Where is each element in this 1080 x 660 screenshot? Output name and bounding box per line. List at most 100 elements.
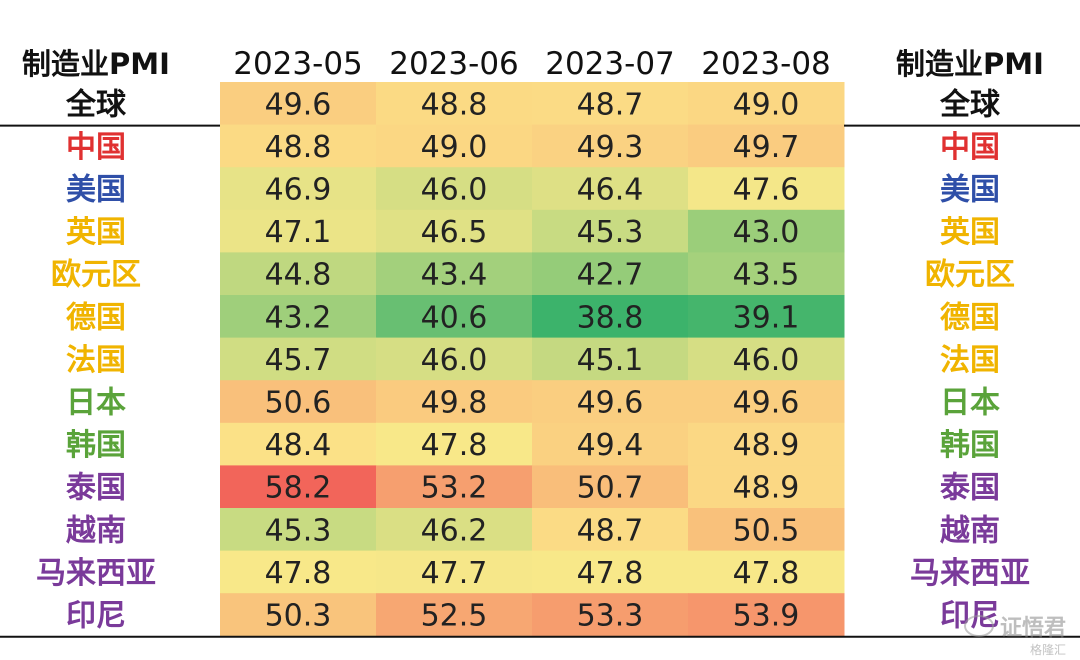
heatmap-cell [532,422,689,466]
cell-value: 45.7 [265,343,332,378]
row-label-right: 全球 [939,87,1001,122]
heatmap-cell [532,295,689,339]
heatmap-cell [688,252,845,296]
cell-value: 45.3 [265,513,332,548]
cell-value: 48.7 [577,87,644,122]
cell-value: 50.6 [265,386,332,421]
cell-value: 44.8 [265,258,332,293]
cell-value: 47.6 [733,173,800,208]
row-label-right: 英国 [940,215,1000,250]
heatmap-cell [220,124,377,168]
cell-value: 46.4 [577,173,644,208]
heatmap-cell [376,209,533,253]
heatmap-cell [220,82,377,126]
heatmap-cell [532,82,689,126]
heatmap-cell [220,167,377,211]
cell-value: 49.0 [733,87,800,122]
heatmap-cell [532,465,689,509]
cell-value: 48.8 [265,130,332,165]
period-header: 2023-06 [389,46,519,82]
heatmap-cell [688,465,845,509]
row-label-right: 美国 [940,173,1000,208]
heatmap-cell [376,550,533,594]
header-label-left: 制造业PMI [22,47,170,81]
cell-value: 46.0 [421,173,488,208]
header-label-right: 制造业PMI [896,47,1044,81]
row-label-right: 日本 [940,386,1000,421]
heatmap-cell [376,465,533,509]
heatmap-cell [376,380,533,424]
row-label-left: 英国 [66,215,126,250]
row-label-left: 泰国 [66,471,126,506]
heatmap-cell [532,508,689,552]
cell-value: 43.2 [265,300,332,335]
cell-value: 53.9 [733,599,800,634]
heatmap-cell [376,295,533,339]
cell-value: 53.3 [577,599,644,634]
cell-value: 46.9 [265,173,332,208]
heatmap-cell [376,337,533,381]
heatmap-cell [376,593,533,637]
heatmap-cell [688,508,845,552]
cell-value: 50.3 [265,599,332,634]
cell-value: 47.8 [733,556,800,591]
heatmap-cell [220,465,377,509]
cell-value: 45.3 [577,215,644,250]
cell-value: 40.6 [421,300,488,335]
cell-value: 43.5 [733,258,800,293]
cell-value: 49.6 [733,386,800,421]
cell-value: 49.3 [577,130,644,165]
heatmap-cell [532,167,689,211]
heatmap-cell [688,380,845,424]
row-label-left: 德国 [66,300,126,335]
row-label-left: 欧元区 [51,258,141,293]
heatmap-cell [532,337,689,381]
heatmap-cell [220,252,377,296]
cell-value: 46.0 [733,343,800,378]
cell-value: 48.4 [265,428,332,463]
cell-value: 48.8 [421,87,488,122]
heatmap-cell [532,550,689,594]
row-label-right: 韩国 [940,428,1000,463]
watermark-sub: 格隆汇 [1029,643,1066,657]
row-label-left: 印尼 [66,599,126,634]
period-header: 2023-08 [701,46,831,82]
row-label-right: 越南 [940,513,1000,548]
cell-value: 46.2 [421,513,488,548]
cell-value: 46.0 [421,343,488,378]
row-label-left: 韩国 [66,428,126,463]
heatmap-cell [220,508,377,552]
heatmap-cell [220,593,377,637]
heatmap-cell [376,82,533,126]
cell-value: 43.0 [733,215,800,250]
heatmap-cell [688,550,845,594]
cell-value: 49.6 [577,386,644,421]
heatmap-cell [532,380,689,424]
cell-value: 46.5 [421,215,488,250]
heatmap-cell [376,167,533,211]
cell-value: 47.8 [421,428,488,463]
row-label-left: 中国 [66,130,126,165]
row-label-right: 欧元区 [925,258,1015,293]
cell-value: 47.8 [577,556,644,591]
heatmap-cell [220,209,377,253]
cell-value: 39.1 [733,300,800,335]
row-label-left: 美国 [66,173,126,208]
row-label-left: 法国 [66,343,126,378]
heatmap-cell [688,82,845,126]
period-header: 2023-05 [233,46,363,82]
row-label-right: 马来西亚 [910,556,1030,591]
cell-value: 49.8 [421,386,488,421]
cell-value: 47.7 [421,556,488,591]
row-label-left: 日本 [66,386,126,421]
heatmap-cell [220,422,377,466]
cell-value: 48.9 [733,428,800,463]
heatmap-cell [376,252,533,296]
heatmap-cell [532,124,689,168]
heatmap-cell [376,508,533,552]
cell-value: 58.2 [265,471,332,506]
heatmap-cell [688,209,845,253]
cell-value: 50.5 [733,513,800,548]
cell-value: 42.7 [577,258,644,293]
